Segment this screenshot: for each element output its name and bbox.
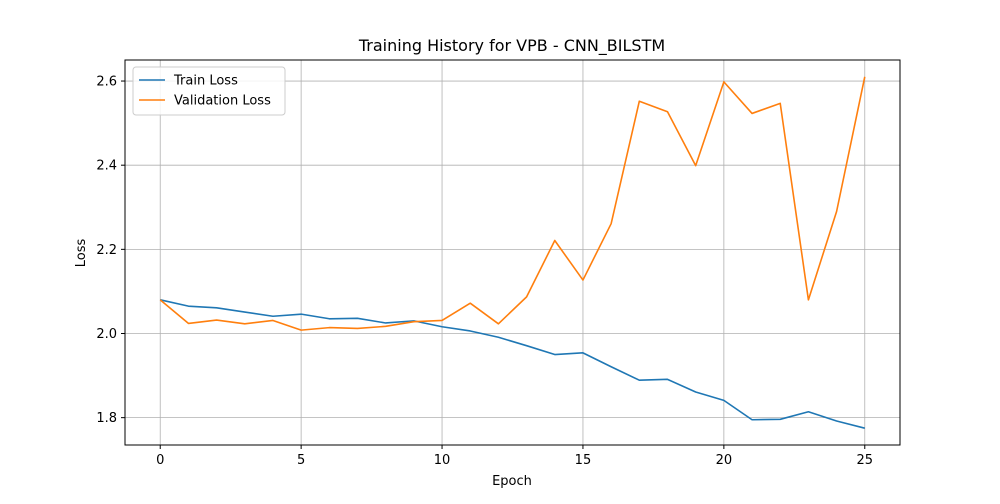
- chart-title: Training History for VPB - CNN_BILSTM: [358, 36, 665, 56]
- y-axis-label: Loss: [74, 239, 89, 268]
- series-line-validation-loss: [159, 76, 866, 331]
- y-tick-label: 1.8: [96, 411, 117, 426]
- x-axis-label: Epoch: [492, 474, 532, 489]
- y-tick-label: 2.4: [96, 159, 117, 174]
- axis-ticks: 0 5 10 15 20 25 1.8 2.0 2.2 2.4 2.6: [96, 75, 873, 468]
- plot-frame: [124, 59, 901, 446]
- y-tick-label: 2.6: [96, 75, 117, 90]
- series-line-train-loss: [160, 299, 865, 429]
- series-lines: [159, 76, 866, 429]
- legend: Train Loss Validation Loss: [132, 66, 286, 116]
- x-tick-label: 25: [856, 453, 873, 468]
- x-tick-label: 5: [297, 453, 305, 468]
- y-tick-label: 2.2: [96, 243, 117, 258]
- legend-label-train-loss: Train Loss: [173, 74, 238, 89]
- legend-box: [132, 66, 286, 116]
- x-tick-label: 15: [575, 453, 592, 468]
- x-tick-label: 20: [716, 453, 733, 468]
- x-tick-label: 0: [156, 453, 164, 468]
- y-tick-label: 2.0: [96, 327, 117, 342]
- legend-label-validation-loss: Validation Loss: [174, 94, 271, 109]
- x-tick-label: 10: [434, 453, 451, 468]
- grid: [125, 60, 900, 445]
